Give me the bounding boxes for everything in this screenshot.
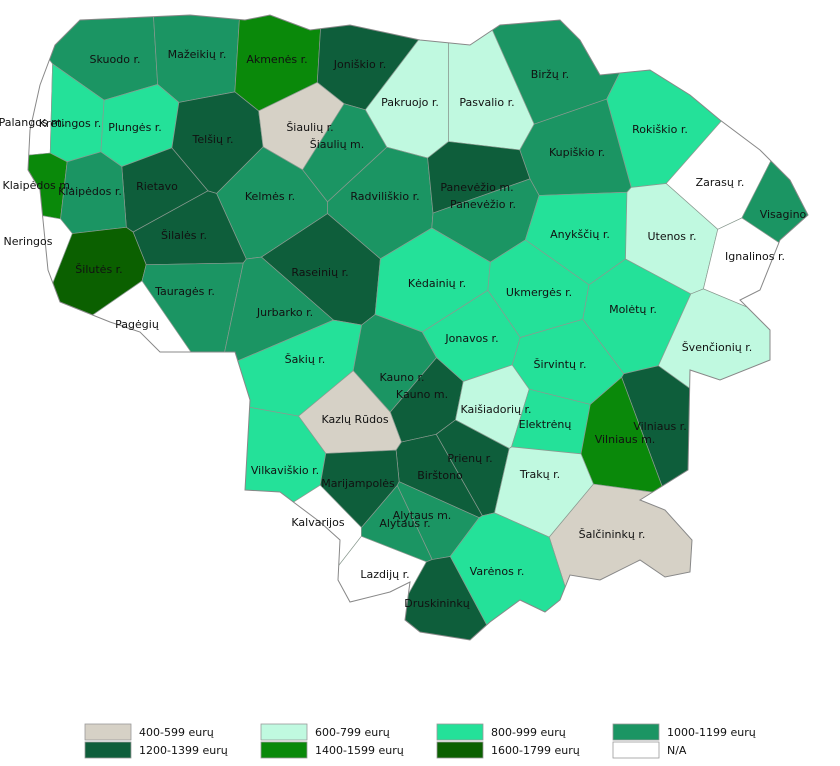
region-label: Kupiškio r.: [549, 146, 605, 159]
legend-label: 1600-1799 eurų: [491, 744, 580, 757]
country-outline: [27, 14, 809, 641]
region-label: Šakių r.: [285, 353, 326, 366]
labels: Skuodo r. Mažeikių r. Akmenės r. Joniškio r…: [0, 48, 807, 610]
region-label: Raseinių r.: [291, 266, 348, 279]
region-label: Ignalinos r.: [725, 250, 785, 263]
legend-label: N/A: [667, 744, 687, 757]
region-label: Elektrėnų: [519, 418, 572, 431]
region-label: Kaišiadorių r.: [460, 403, 531, 416]
region-label: Kazlų Rūdos: [321, 413, 388, 426]
region-label: Vilkaviškio r.: [251, 464, 319, 477]
region-label: Palangos m.: [0, 116, 65, 129]
legend-swatch: [260, 741, 308, 759]
region-label: Druskininkų: [404, 597, 469, 610]
region-label: Klaipėdos m.: [3, 179, 74, 192]
region-label: Švenčionių r.: [682, 341, 753, 354]
region-label: Pakruojo r.: [381, 96, 439, 109]
region-label: Šiaulių m.: [310, 138, 365, 151]
region-label: Mažeikių r.: [168, 48, 227, 61]
region-label: Kretingos r.: [39, 117, 102, 130]
region-label: Kalvarijos: [291, 516, 344, 529]
legend-swatch: [84, 741, 132, 759]
region-label: Neringos: [4, 235, 53, 248]
region-label: Biržų r.: [531, 68, 569, 81]
legend-label: 1000-1199 eurų: [667, 726, 756, 739]
region-label: Alytaus m.: [393, 509, 452, 522]
region-label: Marijampolės: [321, 477, 395, 490]
region-label: Jurbarko r.: [256, 306, 313, 319]
region-label: Pasvalio r.: [459, 96, 514, 109]
region-label: Kauno m.: [396, 388, 448, 401]
region-label: Vilniaus m.: [595, 433, 656, 446]
region-label: Rokiškio r.: [632, 123, 688, 136]
region-label: Molėtų r.: [609, 303, 657, 316]
legend-swatch: [436, 741, 484, 759]
legend-swatch: [612, 741, 660, 759]
region-label: Širvintų r.: [534, 358, 587, 371]
region-area: [348, 556, 528, 640]
region-label: Kauno r.: [380, 371, 425, 384]
region-label: Panevėžio m.: [440, 181, 513, 194]
region-label: Lazdijų r.: [360, 568, 409, 581]
region-label: Pagėgių: [115, 318, 159, 331]
region-label: Kėdainių r.: [408, 277, 466, 290]
region-label: Alytaus r.: [379, 517, 430, 530]
region-area: [28, 15, 53, 159]
region-label: Šilutės r.: [75, 263, 122, 276]
region-label: Vilniaus r.: [633, 420, 686, 433]
region-label: Utenos r.: [647, 230, 696, 243]
region-label: Birštono: [417, 469, 463, 482]
region-label: Telšių r.: [192, 133, 234, 146]
region-area: [28, 399, 327, 640]
legend-swatch: [84, 723, 132, 741]
region-label: Skuodo r.: [90, 53, 141, 66]
legend-label: 600-799 eurų: [315, 726, 390, 739]
legend-label: 1400-1599 eurų: [315, 744, 404, 757]
region-label: Prienų r.: [447, 452, 492, 465]
legend-label: 1200-1399 eurų: [139, 744, 228, 757]
region-label: Tauragės r.: [154, 285, 215, 298]
region-label: Zarasų r.: [696, 176, 745, 189]
region-label: Panevėžio r.: [450, 198, 516, 211]
legend-label: 400-599 eurų: [139, 726, 214, 739]
region-label: Rietavo: [136, 180, 178, 193]
region-label: Joniškio r.: [333, 58, 386, 71]
region-area: [233, 535, 427, 640]
region-area: [548, 483, 808, 640]
legend-swatch: [612, 723, 660, 741]
region-label: Jonavos r.: [444, 332, 498, 345]
region-label: Anykščių r.: [550, 228, 610, 241]
legend: 400-599 eurų 1200-1399 eurų 600-799 eurų 14…: [84, 723, 756, 759]
region-label: Kelmės r.: [245, 190, 295, 203]
region-label: Akmenės r.: [246, 53, 307, 66]
region-label: Plungės r.: [108, 121, 162, 134]
region-label: Klaipėdos r.: [58, 185, 122, 198]
region-label: Radviliškio r.: [350, 190, 419, 203]
region-label: Ukmergės r.: [506, 286, 572, 299]
legend-swatch: [260, 723, 308, 741]
region-label: Varėnos r.: [470, 565, 525, 578]
legend-swatch: [436, 723, 484, 741]
legend-label: 800-999 eurų: [491, 726, 566, 739]
region-label: Šalčininkų r.: [579, 528, 646, 541]
region-label: Trakų r.: [519, 468, 560, 481]
region-label: Šiaulių r.: [286, 121, 333, 134]
region-label: Visagino: [760, 208, 807, 221]
region-label: Šilalės r.: [161, 229, 207, 242]
